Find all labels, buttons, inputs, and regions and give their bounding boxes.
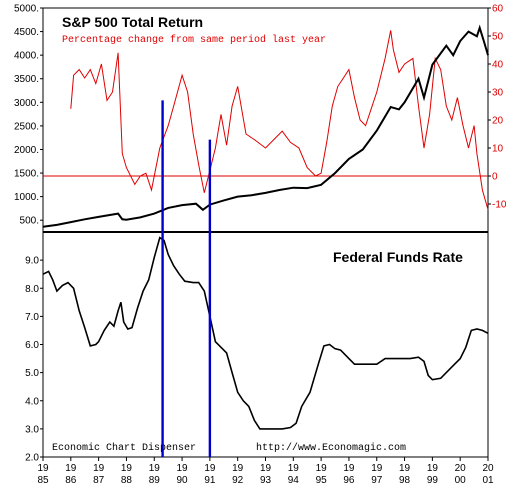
sp500-left-tick-label: 4000. [14, 51, 39, 62]
sp500-left-tick-label: 2500. [14, 121, 39, 132]
sp500-right-tick-label: 10 [492, 144, 504, 155]
x-tick-label-year: 95 [316, 475, 328, 486]
fed-funds-tick-label: 3.0 [25, 424, 39, 435]
fed-funds-frame [42, 231, 489, 458]
x-tick-label-century: 19 [65, 463, 77, 474]
sp500-right-tick-label: 20 [492, 116, 504, 127]
sp500-right-tick-label: 50 [492, 32, 504, 43]
sp500-chart-subtitle: Percentage change from same period last … [62, 34, 326, 46]
x-tick-label-year: 98 [399, 475, 411, 486]
sp500-right-tick-label: 60 [492, 4, 504, 15]
x-tick-label-century: 19 [288, 463, 300, 474]
x-tick-label-year: 86 [65, 475, 77, 486]
fed-funds-tick-label: 6.0 [25, 340, 39, 351]
x-tick-label-century: 19 [371, 463, 383, 474]
x-tick-label-century: 19 [427, 463, 439, 474]
x-tick-label-century: 20 [455, 463, 467, 474]
sp500-left-tick-label: 2000. [14, 145, 39, 156]
sp500-left-tick-label: 1500. [14, 169, 39, 180]
x-tick-label-century: 19 [399, 463, 411, 474]
fed-funds-tick-label: 4.0 [25, 396, 39, 407]
x-tick-label-year: 97 [371, 475, 383, 486]
sp500-left-tick-label: 1000. [14, 192, 39, 203]
x-tick-label-year: 94 [288, 475, 300, 486]
x-tick-label-year: 89 [149, 475, 161, 486]
x-tick-label-year: 96 [343, 475, 355, 486]
sp500-left-tick-label: 4500. [14, 27, 39, 38]
fed-funds-tick-label: 2.0 [25, 453, 39, 464]
x-tick-label-century: 19 [149, 463, 161, 474]
footer-url-label: http://www.Economagic.com [256, 442, 406, 454]
x-tick-label-century: 19 [121, 463, 133, 474]
sp500-left-tick-label: 3000. [14, 98, 39, 109]
x-axis: 1985198619871988198919901991199219931994… [37, 457, 494, 486]
x-tick-label-century: 19 [343, 463, 355, 474]
sp500-index-series-line [42, 24, 489, 228]
x-tick-label-century: 20 [482, 463, 494, 474]
sp500-left-tick-label: 3500. [14, 74, 39, 85]
x-tick-label-year: 90 [177, 475, 189, 486]
fed-funds-chart-title: Federal Funds Rate [333, 249, 463, 265]
x-tick-label-year: 88 [121, 475, 133, 486]
total-return-series-line [70, 30, 489, 210]
sp500-panel: 500. 1000. 1500. 2000. 2500. 3000. 3500. 4000. 4… [14, 4, 507, 233]
sp500-right-tick-label: 30 [492, 88, 504, 99]
x-tick-label-year: 87 [93, 475, 105, 486]
fed-funds-tick-label: 8.0 [25, 284, 39, 295]
recession-markers [161, 100, 212, 457]
x-tick-label-year: 01 [482, 475, 494, 486]
x-tick-label-year: 93 [260, 475, 272, 486]
fed-funds-tick-label: 5.0 [25, 368, 39, 379]
x-tick-label-century: 19 [232, 463, 244, 474]
sp500-chart-title: S&P 500 Total Return [62, 14, 203, 30]
x-tick-label-century: 19 [204, 463, 216, 474]
sp500-left-axis: 500. 1000. 1500. 2000. 2500. 3000. 3500. 4000. 4… [14, 4, 43, 227]
x-tick-label-century: 19 [93, 463, 105, 474]
fed-funds-y-axis: 2.0 3.0 4.0 5.0 6.0 7.0 8.0 9.0 [25, 256, 43, 464]
x-tick-label-year: 92 [232, 475, 244, 486]
x-tick-label-century: 19 [177, 463, 189, 474]
fed-funds-series-line [42, 236, 489, 430]
x-tick-label-year: 00 [455, 475, 467, 486]
sp500-left-tick-label: 500. [20, 216, 39, 227]
sp500-right-tick-label: 0 [492, 172, 498, 183]
fed-funds-panel: 2.0 3.0 4.0 5.0 6.0 7.0 8.0 9.0 Federal Funds R… [25, 231, 489, 464]
footer-source-label: Economic Chart Dispenser [52, 442, 196, 454]
sp500-left-tick-label: 5000. [14, 4, 39, 15]
sp500-right-axis: -10 0 10 20 30 40 50 60 [488, 4, 507, 211]
x-tick-label-century: 19 [37, 463, 49, 474]
sp500-right-tick-label: 40 [492, 60, 504, 71]
x-tick-label-year: 91 [204, 475, 216, 486]
x-tick-label-century: 19 [316, 463, 328, 474]
x-tick-label-year: 99 [427, 475, 439, 486]
x-tick-label-century: 19 [260, 463, 272, 474]
sp500-right-tick-label: -10 [492, 200, 507, 211]
x-tick-label-year: 85 [37, 475, 49, 486]
fed-funds-tick-label: 9.0 [25, 256, 39, 267]
fed-funds-tick-label: 7.0 [25, 312, 39, 323]
